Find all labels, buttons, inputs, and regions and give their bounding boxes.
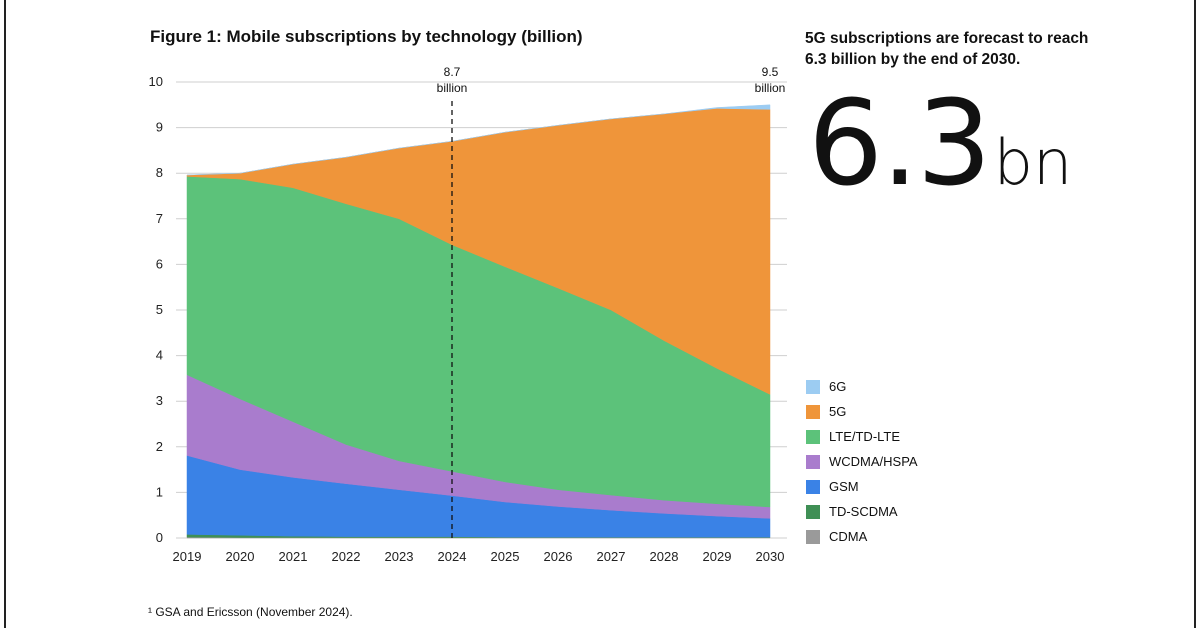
legend-swatch (806, 429, 820, 444)
legend-item: TD-SCDMA (806, 499, 918, 524)
legend-label: 6G (829, 379, 847, 394)
annotations: 8.7 billion 9.5 billion (437, 65, 786, 538)
x-tick-label: 2022 (332, 549, 361, 564)
x-tick-label: 2024 (438, 549, 467, 564)
legend-label: CDMA (829, 529, 868, 544)
legend-swatch (806, 404, 820, 419)
x-tick-label: 2020 (226, 549, 255, 564)
y-tick-label: 3 (156, 393, 163, 408)
x-tick-label: 2019 (173, 549, 202, 564)
legend-item: CDMA (806, 524, 918, 549)
legend-label: 5G (829, 404, 847, 419)
stacked-areas (186, 104, 771, 539)
footnote: ¹ GSA and Ericsson (November 2024). (148, 605, 353, 619)
y-tick-label: 1 (156, 484, 163, 499)
y-tick-label: 2 (156, 439, 163, 454)
y-tick-label: 5 (156, 302, 163, 317)
page-frame (4, 0, 1196, 628)
y-tick-label: 4 (156, 348, 163, 363)
chart-title: Figure 1: Mobile subscriptions by techno… (150, 27, 583, 46)
legend: 6G 5G LTE/TD-LTE WCDMA/HSPA GSM TD-SCDMA CDMA (806, 374, 918, 549)
y-tick-label: 6 (156, 256, 163, 271)
y-tick-label: 9 (156, 120, 163, 135)
legend-swatch (806, 379, 820, 394)
legend-item: LTE/TD-LTE (806, 424, 918, 449)
x-tick-label: 2023 (385, 549, 414, 564)
annotation-label: 8.7 (444, 65, 461, 79)
annotation-label: billion (755, 81, 786, 95)
legend-item: WCDMA/HSPA (806, 449, 918, 474)
legend-swatch (806, 504, 820, 519)
legend-item: GSM (806, 474, 918, 499)
annotation-label: billion (437, 81, 468, 95)
legend-label: TD-SCDMA (829, 504, 898, 519)
legend-label: LTE/TD-LTE (829, 429, 901, 444)
annotation-label: 9.5 (762, 65, 779, 79)
legend-label: GSM (829, 479, 859, 494)
big-stat-value: 6.3 (808, 74, 992, 212)
y-axis-ticks: 0 1 2 3 4 5 6 7 8 9 10 (149, 74, 163, 545)
legend-swatch (806, 479, 820, 494)
x-tick-label: 2027 (597, 549, 626, 564)
big-stat-unit: bn (993, 126, 1073, 199)
x-tick-label: 2021 (279, 549, 308, 564)
legend-label: WCDMA/HSPA (829, 454, 918, 469)
x-tick-label: 2030 (756, 549, 785, 564)
legend-item: 5G (806, 399, 918, 424)
y-tick-label: 10 (149, 74, 163, 89)
headline: 5G subscriptions are forecast to reach 6… (805, 30, 1089, 68)
x-axis-ticks: 2019 2020 2021 2022 2023 2024 2025 2026 2027 2028… (173, 549, 785, 564)
x-tick-label: 2026 (544, 549, 573, 564)
legend-item: 6G (806, 374, 918, 399)
y-tick-label: 7 (156, 211, 163, 226)
legend-swatch (806, 529, 820, 544)
area-6g (186, 104, 771, 176)
y-tick-label: 0 (156, 530, 163, 545)
x-tick-label: 2028 (650, 549, 679, 564)
x-tick-label: 2029 (703, 549, 732, 564)
legend-swatch (806, 454, 820, 469)
big-stat: 6.3bn (808, 74, 1072, 212)
y-tick-label: 8 (156, 165, 163, 180)
x-tick-label: 2025 (491, 549, 520, 564)
